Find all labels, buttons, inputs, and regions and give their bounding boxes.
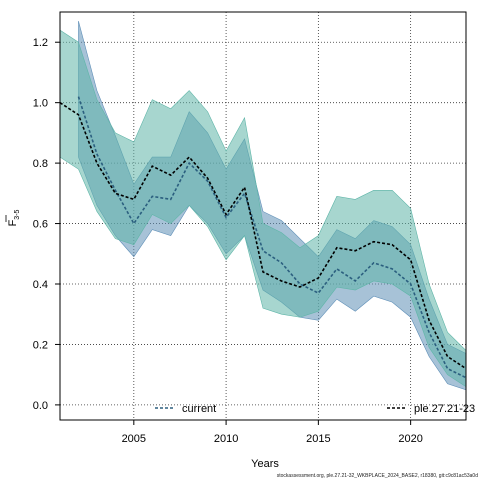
plot-frame <box>59 11 467 421</box>
x-tick-label: 2015 <box>306 433 330 445</box>
legend-label: current <box>182 403 216 415</box>
y-axis-title-subscript: 3-5 <box>14 209 21 219</box>
axes: 2005 2010 2015 2020 0.0 0.2 0.4 0.6 0.8 1.0 1.2 <box>33 37 423 445</box>
svg-text:F3-5: F3-5 <box>7 209 21 226</box>
y-axis-title-main: F <box>7 219 19 226</box>
x-tick-label: 2020 <box>398 433 422 445</box>
source-footnote: stockassessment.org, ple.27.21-32_WKBPLA… <box>277 473 478 479</box>
y-tick-label: 1.2 <box>33 37 48 49</box>
x-tick-label: 2005 <box>122 433 146 445</box>
x-tick-label: 2010 <box>214 433 238 445</box>
x-axis-title: Years <box>251 458 279 470</box>
y-tick-label: 0.8 <box>33 158 48 170</box>
legend: current ple.27.21-23 <box>155 403 475 415</box>
y-tick-label: 0.2 <box>33 339 48 351</box>
legend-label: ple.27.21-23 <box>414 403 475 415</box>
series-line <box>59 101 467 370</box>
series-lines <box>59 96 467 379</box>
y-tick-label: 1.0 <box>33 98 48 110</box>
y-tick-label: 0.4 <box>33 279 48 291</box>
y-tick-label: 0.6 <box>33 219 48 231</box>
y-axis-title: F3-5 <box>5 209 21 226</box>
y-tick-label: 0.0 <box>33 400 48 412</box>
series-line <box>77 96 467 379</box>
